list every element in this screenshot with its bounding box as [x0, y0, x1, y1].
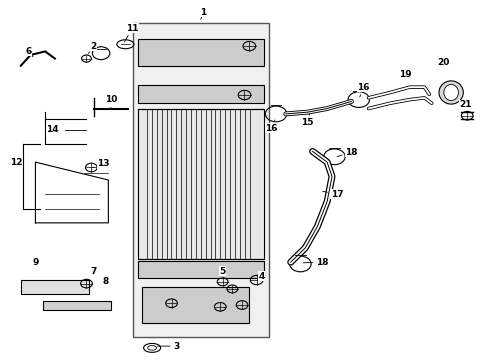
Ellipse shape — [443, 85, 458, 100]
Text: 17: 17 — [322, 190, 343, 199]
Text: 20: 20 — [437, 58, 449, 67]
Text: 18: 18 — [303, 258, 328, 267]
Text: 3: 3 — [157, 342, 179, 351]
Text: 16: 16 — [264, 120, 277, 133]
Text: 21: 21 — [459, 100, 471, 109]
Text: 7: 7 — [90, 267, 97, 276]
Text: 5: 5 — [219, 267, 225, 276]
Text: 19: 19 — [398, 70, 410, 79]
Text: 10: 10 — [104, 95, 117, 109]
Text: 9: 9 — [32, 258, 39, 267]
Text: 1: 1 — [200, 8, 206, 19]
Bar — [21, 280, 89, 294]
Bar — [137, 109, 264, 258]
Text: 4: 4 — [258, 272, 264, 281]
Bar — [137, 85, 264, 103]
Bar — [42, 301, 111, 310]
Text: 14: 14 — [46, 126, 59, 135]
Text: 15: 15 — [301, 114, 313, 127]
Bar — [142, 287, 249, 323]
Text: 11: 11 — [124, 24, 139, 42]
Text: 8: 8 — [102, 277, 109, 286]
Bar — [132, 23, 268, 337]
Ellipse shape — [438, 81, 462, 104]
Text: 16: 16 — [357, 83, 369, 97]
Text: 2: 2 — [90, 41, 97, 50]
Text: 6: 6 — [25, 47, 33, 57]
Bar — [137, 261, 264, 278]
Text: 12: 12 — [10, 158, 22, 167]
Text: 13: 13 — [93, 159, 109, 168]
Bar — [137, 39, 264, 66]
Text: 18: 18 — [336, 148, 357, 157]
